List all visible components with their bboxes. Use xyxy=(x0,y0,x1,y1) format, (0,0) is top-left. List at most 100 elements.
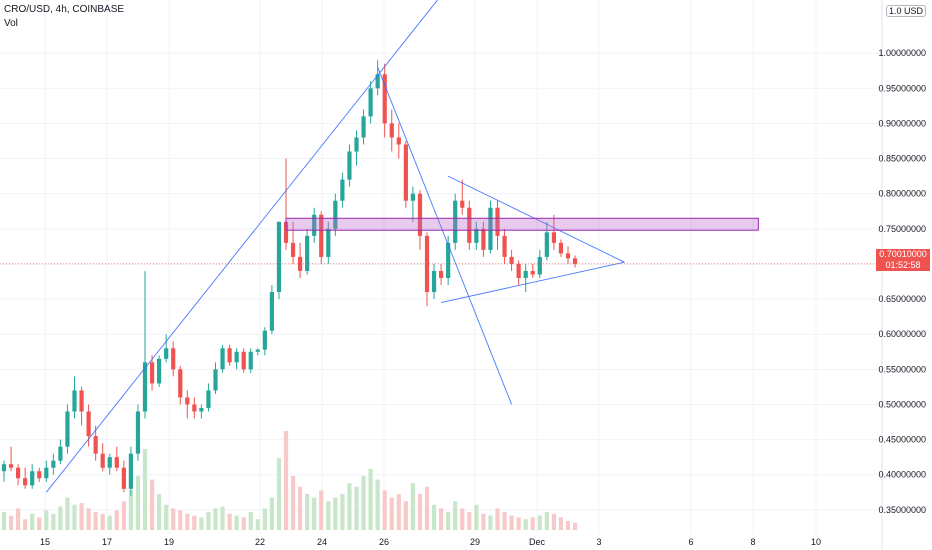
volume-bar xyxy=(396,494,401,530)
candle-body xyxy=(107,457,112,468)
candle-body xyxy=(128,453,133,489)
volume-bar xyxy=(16,508,21,530)
candle-body xyxy=(16,467,21,479)
symbol-title[interactable]: CRO/USD, 4h, COINBASE xyxy=(4,4,125,15)
x-tick-label: 22 xyxy=(255,537,265,547)
volume-bar xyxy=(276,458,282,530)
volume-bar xyxy=(523,519,528,530)
candle-body xyxy=(502,235,507,257)
candle-body xyxy=(382,74,387,124)
candle-body xyxy=(410,193,415,201)
volume-bars xyxy=(1,431,578,530)
volume-bar xyxy=(431,504,437,530)
volume-bar xyxy=(509,515,514,530)
volume-bar xyxy=(439,508,444,530)
volume-bar xyxy=(220,506,225,530)
volume-label[interactable]: Vol xyxy=(4,18,18,29)
volume-bar xyxy=(241,517,246,530)
candle-countdown: 01:52:58 xyxy=(876,260,930,271)
y-tick-label: 0.45000000 xyxy=(878,435,926,445)
candle-body xyxy=(319,214,324,257)
time-axis[interactable]: 15 17 19 22 24 26 29 Dec 3 6 8 10 xyxy=(40,537,821,547)
volume-bar xyxy=(37,517,42,530)
x-tick-label: 24 xyxy=(317,537,327,547)
candle-body xyxy=(565,253,571,259)
volume-bar xyxy=(375,479,380,530)
volume-bar xyxy=(347,483,352,530)
volume-bar xyxy=(149,479,155,530)
candle-body xyxy=(305,235,310,271)
y-tick-label: 0.55000000 xyxy=(878,364,926,374)
candle-body xyxy=(572,258,578,264)
volume-bar xyxy=(537,515,542,530)
candle-body xyxy=(396,137,401,145)
volume-bar xyxy=(298,486,303,530)
volume-bar xyxy=(495,508,500,530)
volume-bar xyxy=(460,508,465,530)
volume-bar xyxy=(446,512,451,530)
candle-body xyxy=(389,123,394,138)
candle-body xyxy=(30,471,35,486)
candle-body xyxy=(269,292,274,331)
candles xyxy=(1,60,578,496)
volume-bar xyxy=(107,515,112,530)
volume-bar xyxy=(389,497,394,530)
x-tick-label: 15 xyxy=(40,537,50,547)
candle-body xyxy=(234,351,239,363)
volume-bar xyxy=(199,517,204,530)
candle-body xyxy=(474,228,479,243)
candle-body xyxy=(347,151,352,180)
candle-body xyxy=(114,457,119,468)
candle-body xyxy=(262,330,267,350)
volume-bar xyxy=(326,501,331,530)
volume-bar xyxy=(368,468,373,530)
y-tick-label: 1.00000000 xyxy=(878,48,926,58)
candle-body xyxy=(199,407,204,412)
volume-bar xyxy=(185,513,190,530)
candle-body xyxy=(241,351,246,370)
resistance-zone xyxy=(285,217,759,231)
candle-body xyxy=(100,453,105,468)
volume-bar xyxy=(142,449,148,530)
volume-bar xyxy=(544,512,549,530)
volume-bar xyxy=(333,497,338,530)
volume-bar xyxy=(121,501,126,530)
candle-body xyxy=(157,358,162,384)
candle-body xyxy=(290,242,296,257)
candle-body xyxy=(1,464,7,472)
volume-bar xyxy=(481,513,486,530)
y-tick-label: 0.35000000 xyxy=(878,505,926,515)
current-price-tag: 0.70010000 xyxy=(876,249,930,260)
price-axis[interactable]: 1.00000000 0.95000000 0.90000000 0.85000000… xyxy=(878,0,926,550)
candle-body xyxy=(255,349,260,352)
volume-bar xyxy=(65,497,70,530)
volume-bar xyxy=(305,494,310,530)
candle-body xyxy=(121,467,126,489)
y-tick-label: 0.80000000 xyxy=(878,189,926,199)
volume-bar xyxy=(382,490,387,530)
volume-bar xyxy=(558,517,564,530)
x-tick-label: 6 xyxy=(688,537,693,547)
candle-body xyxy=(44,467,49,479)
x-tick-label: 17 xyxy=(102,537,112,547)
volume-bar xyxy=(51,513,56,530)
y-tick-label: 0.75000000 xyxy=(878,224,926,234)
candle-body xyxy=(516,263,521,278)
candle-body xyxy=(403,144,408,201)
x-tick-label: 3 xyxy=(596,537,601,547)
volume-bar xyxy=(72,504,77,530)
x-tick-label: 8 xyxy=(750,537,755,547)
volume-bar xyxy=(128,490,133,530)
candle-body xyxy=(51,460,56,468)
volume-bar xyxy=(86,508,91,530)
candle-body xyxy=(276,221,282,293)
unit-label[interactable]: 1.0 USD xyxy=(885,5,926,17)
volume-bar xyxy=(319,490,324,530)
candle-body xyxy=(164,348,169,359)
x-tick-label: Dec xyxy=(529,537,546,547)
volume-bar xyxy=(178,510,183,530)
volume-bar xyxy=(453,501,458,530)
volume-bar xyxy=(361,476,366,530)
volume-bar xyxy=(114,510,119,530)
